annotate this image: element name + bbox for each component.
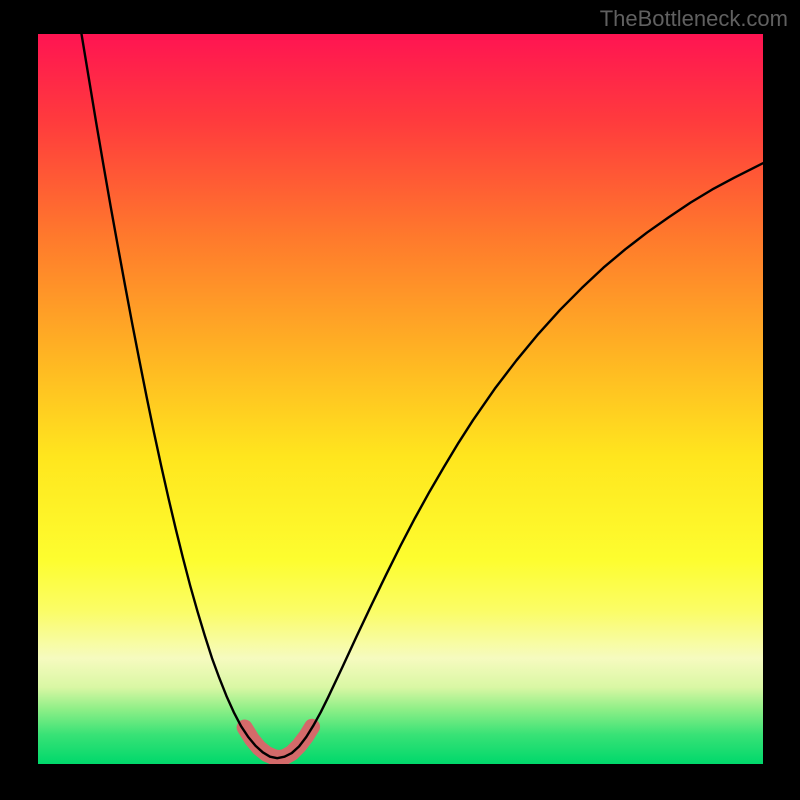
plot-svg <box>38 34 763 764</box>
plot-area <box>38 34 763 764</box>
watermark-text: TheBottleneck.com <box>600 6 788 32</box>
